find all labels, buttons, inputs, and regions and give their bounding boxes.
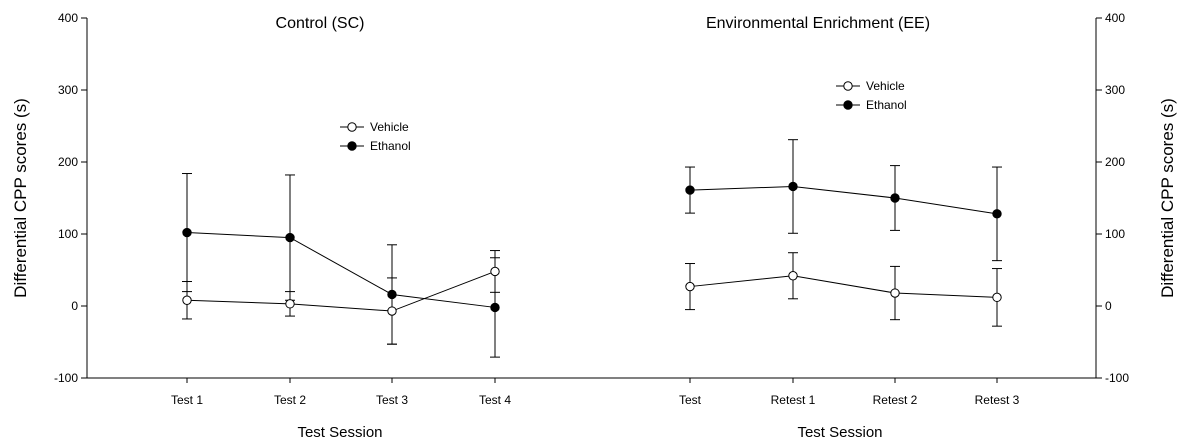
x-tick-label-1: Test 2	[274, 393, 306, 407]
y-tick-label-1: 400	[58, 11, 78, 25]
x-tick-label-1: Test 3	[376, 393, 408, 407]
data-point-ethanol	[285, 232, 295, 243]
data-point-ethanol	[182, 227, 192, 238]
series-line-ethanol	[186, 232, 496, 308]
data-point-vehicle	[285, 299, 295, 309]
chart-title-1: Control (SC)	[276, 15, 365, 32]
series-line-ethanol	[689, 185, 998, 215]
y-tick-label-2: 200	[1105, 155, 1125, 169]
legend-marker-ethanol	[843, 100, 853, 110]
data-point-ethanol	[788, 181, 798, 192]
y-tick-label-1: 0	[71, 299, 78, 313]
y-tick-label-1: 300	[58, 83, 78, 97]
y-tick-label-2: 100	[1105, 227, 1125, 241]
axes-layer	[81, 17, 1102, 383]
series-line-vehicle	[689, 275, 998, 298]
text-layer: -100 0 100 200 300 400 Test 1 Test 2 Test 3 Test …	[11, 11, 1177, 441]
y-axis-label-2: Differential CPP scores (s)	[1158, 98, 1177, 298]
x-tick-label-2: Retest 2	[873, 393, 918, 407]
legend-label-ethanol: Ethanol	[370, 139, 411, 153]
x-tick-label-2: Test	[679, 393, 702, 407]
legend-label-vehicle: Vehicle	[866, 79, 905, 93]
chart-title-2: Environmental Enrichment (EE)	[706, 15, 930, 32]
data-layer	[182, 139, 1002, 358]
data-point-vehicle	[992, 292, 1002, 303]
y-axis-label-1: Differential CPP scores (s)	[11, 98, 30, 298]
y-tick-label-2: 400	[1105, 11, 1125, 25]
y-tick-label-1: -100	[54, 371, 78, 385]
legend-marker-vehicle	[347, 122, 357, 132]
legend-marker-vehicle	[843, 81, 853, 91]
data-point-ethanol	[490, 302, 500, 313]
data-point-ethanol	[890, 193, 900, 203]
data-point-vehicle	[890, 288, 900, 298]
y-tick-label-2: 0	[1105, 299, 1112, 313]
x-tick-label-2: Retest 1	[771, 393, 816, 407]
y-tick-label-2: -100	[1105, 371, 1129, 385]
legend-marker-ethanol	[347, 141, 357, 151]
y-tick-label-1: 200	[58, 155, 78, 169]
data-point-ethanol	[685, 185, 695, 195]
x-axis-label-2: Test Session	[797, 424, 882, 441]
series-line-vehicle	[186, 270, 496, 312]
legend-label-vehicle: Vehicle	[370, 120, 409, 134]
legend-label-ethanol: Ethanol	[866, 98, 907, 112]
data-point-vehicle	[387, 306, 397, 316]
data-point-vehicle	[685, 281, 695, 292]
data-point-vehicle	[490, 266, 500, 277]
x-axis-label-1: Test Session	[297, 424, 382, 441]
data-point-ethanol	[992, 209, 1002, 219]
data-point-vehicle	[182, 295, 192, 305]
y-tick-label-1: 100	[58, 227, 78, 241]
x-tick-label-2: Retest 3	[975, 393, 1020, 407]
y-tick-label-2: 300	[1105, 83, 1125, 97]
x-tick-label-1: Test 4	[479, 393, 511, 407]
data-point-vehicle	[788, 271, 798, 281]
x-tick-label-1: Test 1	[171, 393, 203, 407]
